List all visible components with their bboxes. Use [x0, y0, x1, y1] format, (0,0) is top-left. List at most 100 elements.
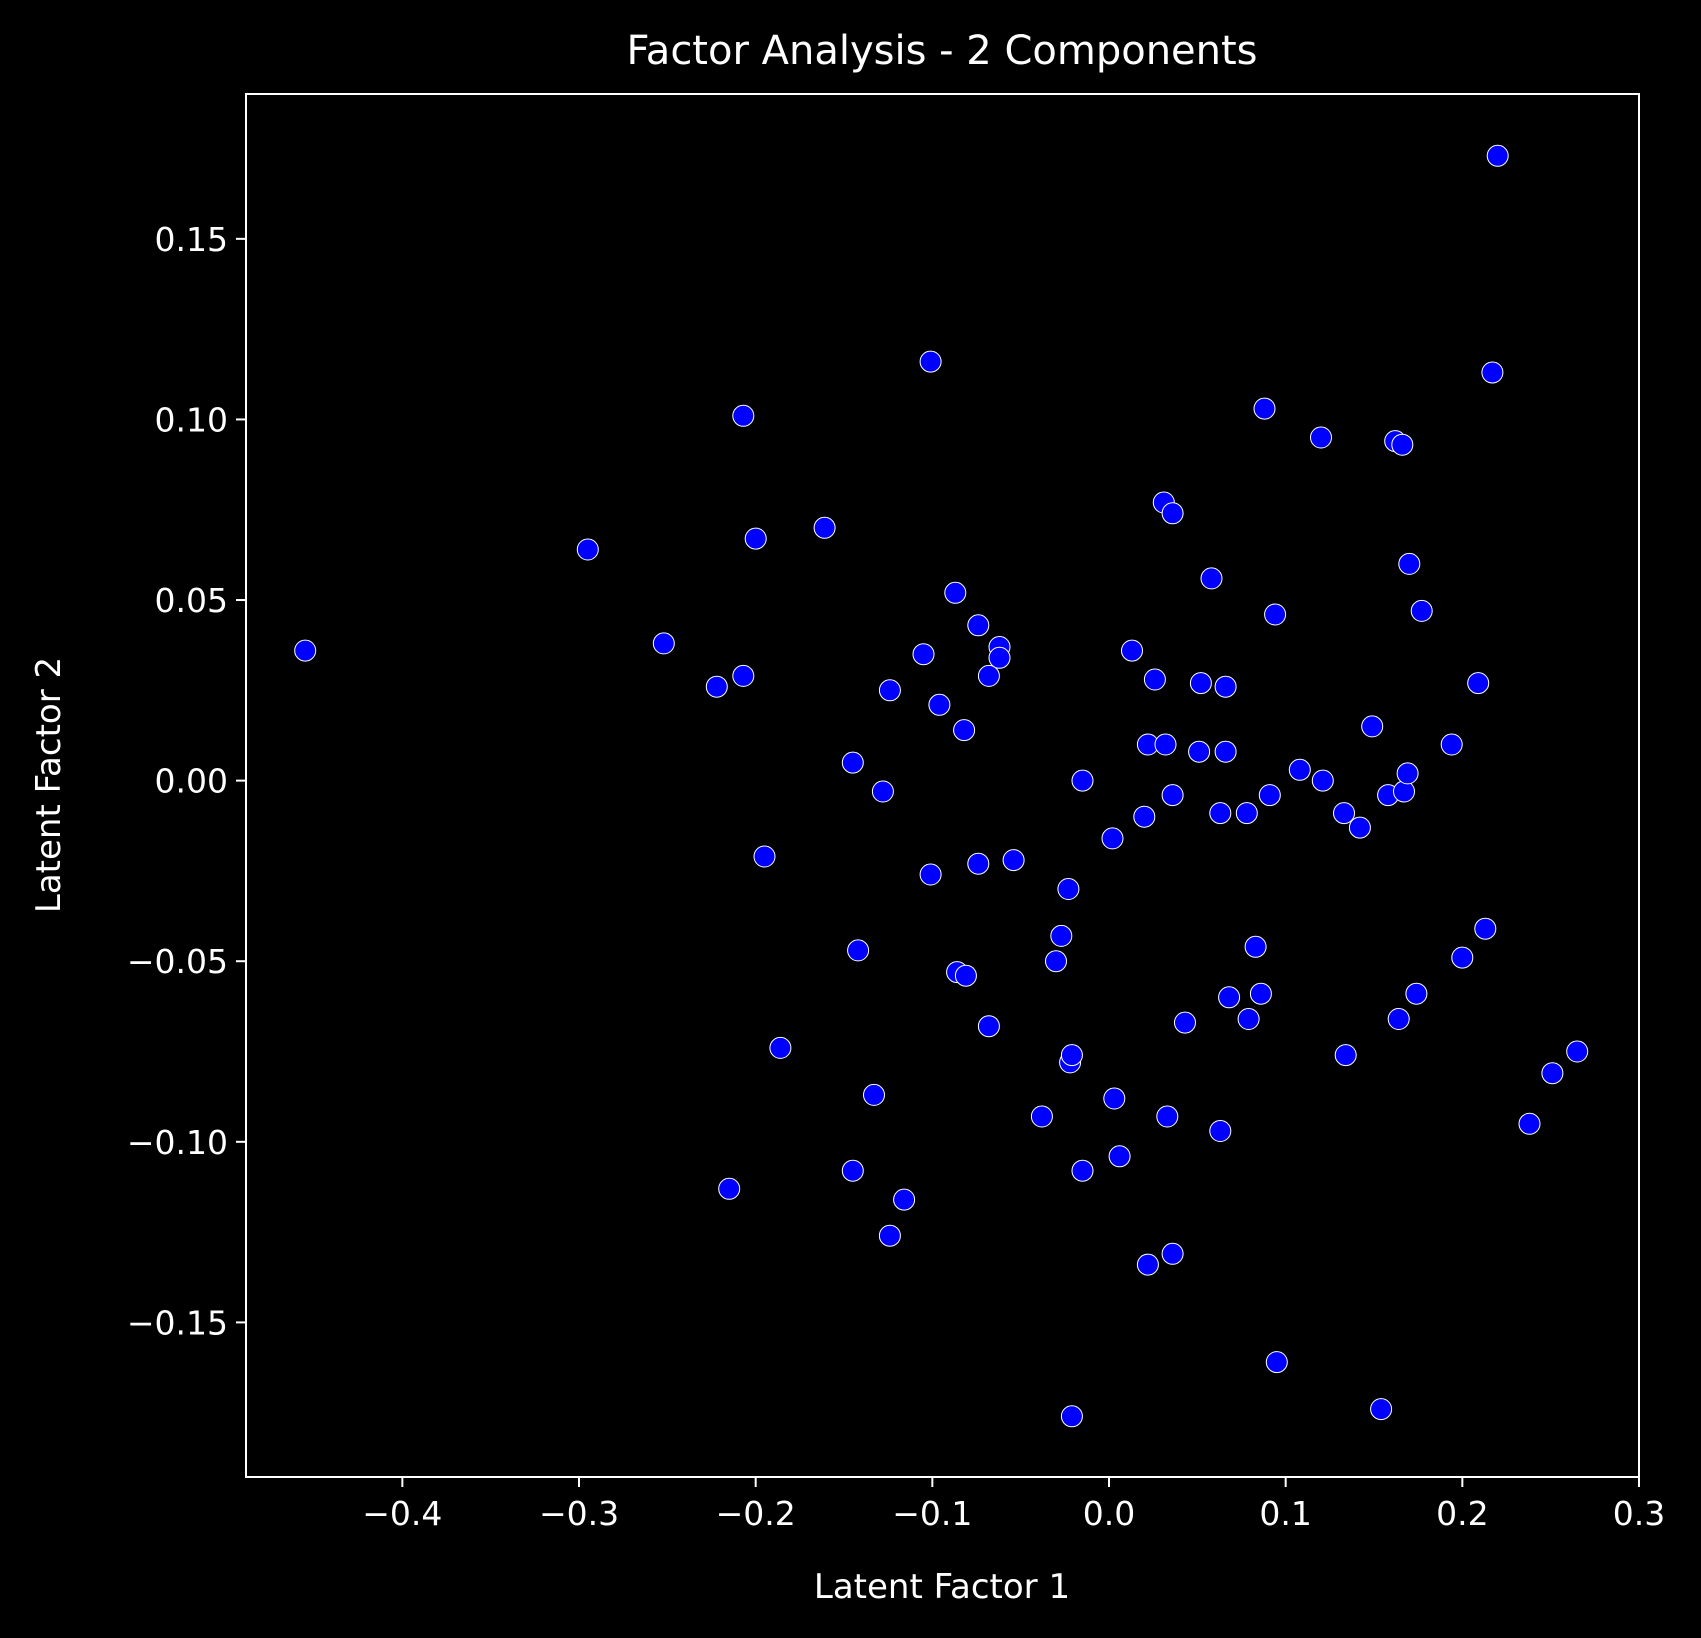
scatter-point	[847, 939, 870, 962]
scatter-point	[1057, 878, 1080, 900]
scatter-point	[1161, 1242, 1184, 1265]
scatter-point	[1393, 780, 1415, 803]
scatter-point	[1214, 675, 1237, 698]
y-tick-label: 0.00	[155, 762, 228, 801]
scatter-point	[294, 639, 317, 662]
points-layer	[294, 144, 1589, 1428]
scatter-point	[1258, 784, 1281, 807]
scatter-point	[871, 780, 894, 803]
scatter-point	[1391, 433, 1414, 456]
scatter-point	[1143, 668, 1166, 691]
scatter-point	[1333, 802, 1355, 825]
scatter-point	[1214, 740, 1237, 763]
chart-title: Factor Analysis - 2 Components	[626, 28, 1257, 74]
scatter-point	[1253, 397, 1276, 420]
scatter-point	[1218, 986, 1241, 1009]
scatter-point	[753, 845, 776, 868]
x-tick-label: 0.1	[1259, 1494, 1311, 1533]
scatter-point	[1467, 672, 1490, 695]
scatter-point	[988, 646, 1011, 669]
scatter-point	[912, 643, 935, 666]
y-tick-label: 0.05	[155, 581, 228, 620]
scatter-point	[967, 852, 990, 875]
scatter-point	[744, 527, 767, 550]
scatter-point	[1154, 733, 1177, 756]
scatter-point	[1161, 784, 1184, 807]
scatter-point	[1136, 1253, 1159, 1276]
scatter-point	[863, 1083, 885, 1106]
x-tick-label: −0.2	[716, 1494, 796, 1533]
scatter-point	[878, 1224, 901, 1247]
scatter-point	[1486, 144, 1509, 167]
scatter-point	[1518, 1112, 1541, 1135]
scatter-point	[1050, 924, 1073, 947]
scatter-point	[732, 664, 755, 687]
scatter-point	[928, 693, 951, 716]
scatter-point	[953, 719, 976, 742]
y-tick-label: −0.10	[127, 1123, 228, 1162]
scatter-point	[732, 404, 755, 427]
scatter-point	[1410, 599, 1433, 622]
scatter-point	[977, 664, 1000, 687]
scatter-point	[1541, 1062, 1564, 1085]
scatter-point	[1174, 1011, 1196, 1034]
scatter-point	[718, 1177, 741, 1200]
scatter-point	[1244, 935, 1267, 958]
y-axis-label: Latent Factor 2	[29, 657, 69, 913]
scatter-point	[1188, 740, 1211, 763]
scatter-point	[1161, 502, 1184, 525]
scatter-point	[1265, 1351, 1288, 1374]
y-tick-label: −0.05	[127, 942, 228, 981]
scatter-point	[1481, 361, 1504, 384]
plot-frame	[245, 93, 1640, 1478]
scatter-point	[1101, 827, 1124, 850]
scatter-point	[1156, 1105, 1179, 1128]
scatter-point	[967, 614, 990, 637]
scatter-point	[1108, 1145, 1131, 1168]
scatter-point	[1440, 733, 1463, 756]
scatter-point	[1209, 802, 1232, 825]
x-tick-label: −0.4	[362, 1494, 442, 1533]
scatter-point	[813, 516, 836, 539]
scatter-point	[944, 581, 967, 604]
x-tick-label: −0.1	[892, 1494, 972, 1533]
scatter-point	[919, 863, 942, 886]
scatter-point	[1071, 769, 1094, 792]
scatter-point	[576, 538, 599, 561]
y-tick-label: 0.15	[155, 220, 228, 259]
scatter-point	[1249, 982, 1272, 1005]
scatter-point	[1209, 1120, 1232, 1142]
scatter-point	[1121, 639, 1143, 662]
scatter-point	[1045, 950, 1067, 973]
scatter-point	[841, 751, 864, 774]
scatter-point	[1405, 982, 1428, 1005]
scatter-point	[1133, 805, 1156, 828]
scatter-point	[1235, 802, 1258, 825]
scatter-point	[977, 1015, 1000, 1038]
scatter-point	[705, 675, 728, 698]
scatter-point	[769, 1036, 792, 1059]
x-tick-label: 0.3	[1613, 1494, 1665, 1533]
scatter-point	[1264, 603, 1287, 626]
scatter-point	[1361, 715, 1384, 738]
scatter-point	[1189, 672, 1212, 695]
scatter-point	[1310, 426, 1332, 449]
scatter-point	[1200, 567, 1223, 590]
scatter-point	[1566, 1040, 1589, 1063]
scatter-point	[1030, 1105, 1053, 1128]
y-tick-label: 0.10	[155, 400, 228, 439]
scatter-point	[919, 350, 942, 373]
scatter-point	[1237, 1008, 1260, 1030]
scatter-point	[1396, 762, 1419, 785]
scatter-point	[652, 632, 675, 655]
scatter-point	[954, 964, 977, 987]
scatter-point	[1103, 1087, 1126, 1110]
x-axis-label: Latent Factor 1	[814, 1567, 1070, 1607]
scatter-point	[893, 1188, 916, 1211]
scatter-point	[1311, 769, 1334, 792]
scatter-point	[878, 679, 901, 702]
x-tick-label: 0.2	[1436, 1494, 1488, 1533]
ticks-layer: −0.4 −0.3 −0.2 −0.1 0.0 0.1 0.2 0.3 −0.15 −0.10 −0…	[127, 220, 1665, 1533]
